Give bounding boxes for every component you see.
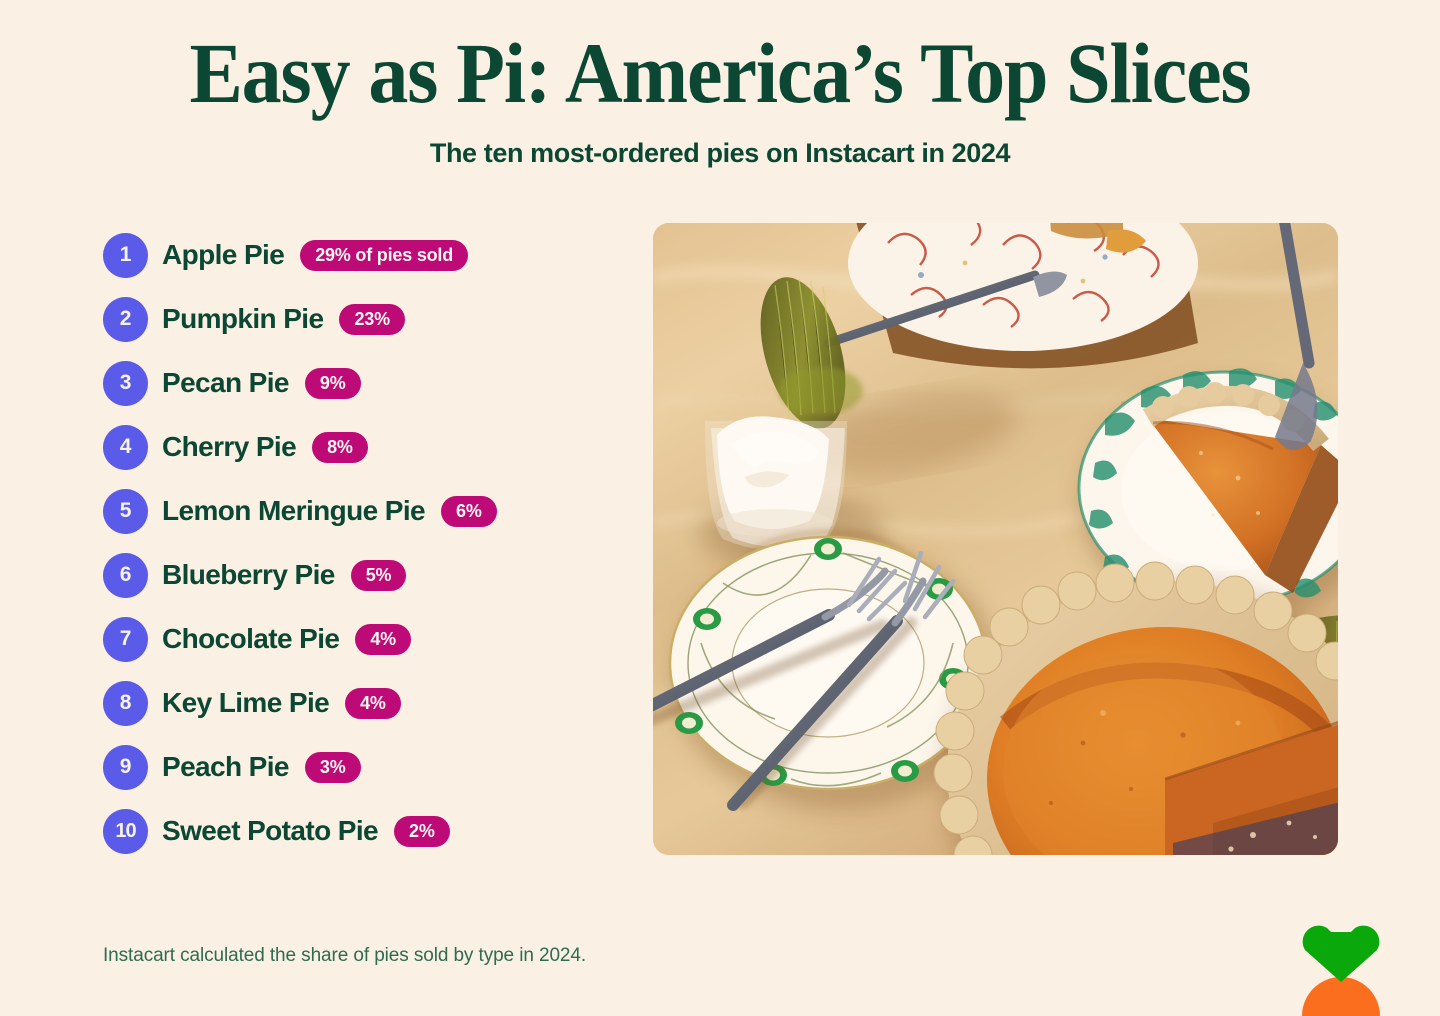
rank-number-badge: 2 xyxy=(103,296,148,342)
rank-number-badge: 10 xyxy=(103,808,148,854)
pie-ranking-list: 1 Apple Pie 29% of pies sold 2 Pumpkin Pie 23… xyxy=(103,223,633,863)
pie-name: Cherry Pie xyxy=(162,431,297,462)
instacart-carrot-logo xyxy=(1294,920,1388,1016)
page-title: Easy as Pi: America’s Top Slices xyxy=(189,25,1251,121)
rank-row: 5 Lemon Meringue Pie 6% xyxy=(103,479,633,543)
share-pill: 4% xyxy=(355,623,411,655)
pie-photo xyxy=(653,223,1338,855)
pie-name: Chocolate Pie xyxy=(162,623,340,654)
rank-row: 8 Key Lime Pie 4% xyxy=(103,671,633,735)
share-pill: 9% xyxy=(304,367,361,399)
pie-name: Blueberry Pie xyxy=(162,559,335,590)
share-pill: 4% xyxy=(345,687,401,719)
footnote: Instacart calculated the share of pies s… xyxy=(103,945,587,966)
pie-name: Key Lime Pie xyxy=(162,687,330,718)
pie-name: Apple Pie xyxy=(162,239,285,270)
share-pill: 29% of pies sold xyxy=(300,239,469,271)
share-pill: 3% xyxy=(304,751,361,783)
rank-row: 3 Pecan Pie 9% xyxy=(103,351,633,415)
rank-number-badge: 4 xyxy=(103,424,148,470)
rank-row: 9 Peach Pie 3% xyxy=(103,735,633,799)
rank-number-badge: 3 xyxy=(103,360,148,406)
rank-row: 2 Pumpkin Pie 23% xyxy=(103,287,633,351)
rank-row: 6 Blueberry Pie 5% xyxy=(103,543,633,607)
rank-number-badge: 8 xyxy=(103,680,148,726)
share-pill: 5% xyxy=(350,559,407,591)
share-pill: 2% xyxy=(394,815,450,847)
pie-name: Peach Pie xyxy=(162,751,290,782)
pie-name: Pumpkin Pie xyxy=(162,303,324,334)
rank-row: 4 Cherry Pie 8% xyxy=(103,415,633,479)
rank-row: 10 Sweet Potato Pie 2% xyxy=(103,799,633,863)
carrot-body xyxy=(1302,977,1380,1016)
rank-number-badge: 7 xyxy=(103,616,148,662)
rank-number-badge: 5 xyxy=(103,488,148,534)
pie-name: Sweet Potato Pie xyxy=(162,815,379,846)
pie-name: Pecan Pie xyxy=(162,367,290,398)
rank-number-badge: 9 xyxy=(103,744,148,790)
carrot-leaf-arrow xyxy=(1302,925,1380,982)
rank-row: 1 Apple Pie 29% of pies sold xyxy=(103,223,633,287)
share-pill: 8% xyxy=(312,431,368,463)
pie-name: Lemon Meringue Pie xyxy=(162,495,426,526)
main-content: 1 Apple Pie 29% of pies sold 2 Pumpkin Pie 23… xyxy=(0,223,1440,855)
rank-row: 7 Chocolate Pie 4% xyxy=(103,607,633,671)
page-subtitle: The ten most-ordered pies on Instacart i… xyxy=(429,137,1011,168)
header: Easy as Pi: America’s Top Slices The ten… xyxy=(0,0,1440,169)
rank-number-badge: 1 xyxy=(103,232,148,278)
rank-number-badge: 6 xyxy=(103,552,148,598)
share-pill: 23% xyxy=(339,303,405,335)
share-pill: 6% xyxy=(441,495,497,527)
